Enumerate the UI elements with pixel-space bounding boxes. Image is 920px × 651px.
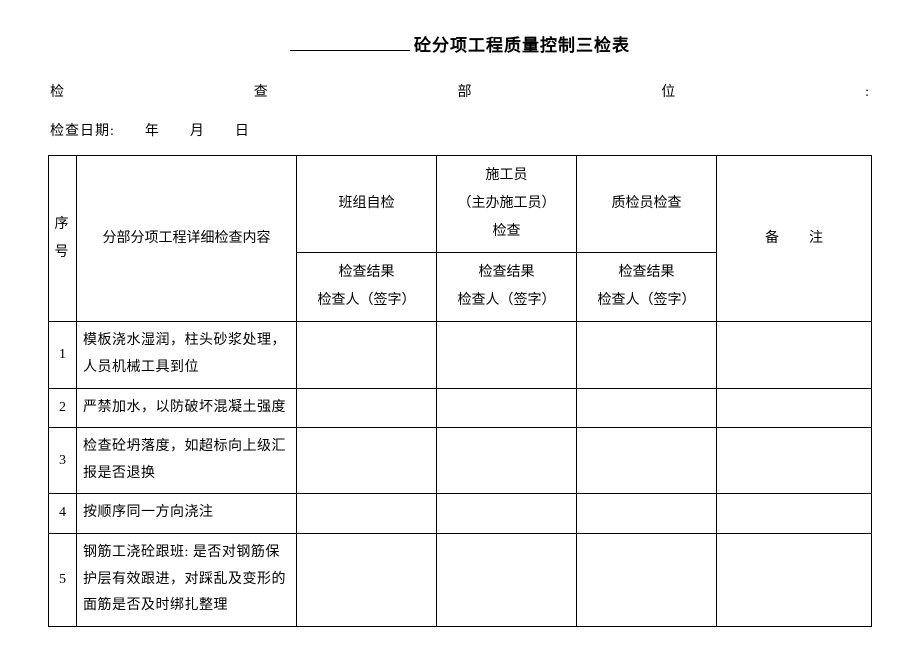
hdr-remark: 备注 <box>717 156 872 322</box>
cell-check2 <box>437 322 577 388</box>
cell-check2 <box>437 428 577 494</box>
meta1-c: 部 <box>458 80 473 107</box>
hdr-sub2-l1: 检查结果 <box>479 265 535 280</box>
hdr-check2-l3: 检查 <box>493 224 521 239</box>
cell-check3 <box>577 534 717 627</box>
cell-check1 <box>297 534 437 627</box>
hdr-sub2-l2: 检查人（签字） <box>458 293 556 308</box>
cell-content: 严禁加水，以防破坏混凝土强度 <box>77 388 297 428</box>
hdr-check2: 施工员 （主办施工员） 检查 <box>437 156 577 253</box>
hdr-check2-l2: （主办施工员） <box>458 196 556 211</box>
cell-remark <box>717 428 872 494</box>
meta-line-1: 检 查 部 位 : <box>48 80 872 107</box>
cell-check1 <box>297 428 437 494</box>
hdr-sub3-l1: 检查结果 <box>619 265 675 280</box>
title-suffix: 砼分项工程质量控制三检表 <box>414 36 630 55</box>
hdr-check3-l1: 质检员检查 <box>612 196 682 211</box>
hdr-content: 分部分项工程详细检查内容 <box>77 156 297 322</box>
cell-content: 钢筋工浇砼跟班: 是否对钢筋保护层有效跟进，对踩乱及变形的面筋是否及时绑扎整理 <box>77 534 297 627</box>
meta1-a: 检 <box>50 80 65 107</box>
cell-content: 模板浇水湿润，柱头砂浆处理，人员机械工具到位 <box>77 322 297 388</box>
cell-seq: 5 <box>49 534 77 627</box>
hdr-check1: 班组自检 <box>297 156 437 253</box>
cell-seq: 1 <box>49 322 77 388</box>
cell-check1 <box>297 494 437 534</box>
meta1-e: : <box>865 80 870 107</box>
meta-line-2: 检查日期: 年 月 日 <box>48 119 872 154</box>
table-header-row-1: 序 号 分部分项工程详细检查内容 班组自检 施工员 （主办施工员） 检查 质检员… <box>49 156 872 253</box>
hdr-seq-l2: 号 <box>55 245 71 260</box>
cell-check2 <box>437 494 577 534</box>
hdr-check2-l1: 施工员 <box>486 168 528 183</box>
cell-check1 <box>297 388 437 428</box>
cell-seq: 3 <box>49 428 77 494</box>
cell-check2 <box>437 534 577 627</box>
hdr-sub3-l2: 检查人（签字） <box>598 293 696 308</box>
hdr-seq: 序 号 <box>49 156 77 322</box>
table-row: 2 严禁加水，以防破坏混凝土强度 <box>49 388 872 428</box>
cell-check2 <box>437 388 577 428</box>
hdr-check3: 质检员检查 <box>577 156 717 253</box>
cell-remark <box>717 534 872 627</box>
meta1-d: 位 <box>661 80 676 107</box>
table-row: 3 检查砼坍落度，如超标向上级汇报是否退换 <box>49 428 872 494</box>
table-row: 4 按顺序同一方向浇注 <box>49 494 872 534</box>
cell-check3 <box>577 428 717 494</box>
inspection-table: 序 号 分部分项工程详细检查内容 班组自检 施工员 （主办施工员） 检查 质检员… <box>48 155 872 626</box>
meta1-b: 查 <box>254 80 269 107</box>
hdr-sub2: 检查结果 检查人（签字） <box>437 253 577 322</box>
hdr-sub1-l1: 检查结果 <box>339 265 395 280</box>
cell-remark <box>717 322 872 388</box>
cell-check1 <box>297 322 437 388</box>
hdr-check1-l1: 班组自检 <box>339 196 395 211</box>
title-blank-underline <box>290 33 410 51</box>
cell-check3 <box>577 388 717 428</box>
cell-content: 检查砼坍落度，如超标向上级汇报是否退换 <box>77 428 297 494</box>
page-title: 砼分项工程质量控制三检表 <box>48 30 872 62</box>
hdr-seq-l1: 序 <box>55 217 71 232</box>
cell-seq: 2 <box>49 388 77 428</box>
cell-seq: 4 <box>49 494 77 534</box>
cell-check3 <box>577 494 717 534</box>
hdr-sub3: 检查结果 检查人（签字） <box>577 253 717 322</box>
hdr-sub1: 检查结果 检查人（签字） <box>297 253 437 322</box>
hdr-sub1-l2: 检查人（签字） <box>318 293 416 308</box>
cell-content: 按顺序同一方向浇注 <box>77 494 297 534</box>
cell-check3 <box>577 322 717 388</box>
table-row: 1 模板浇水湿润，柱头砂浆处理，人员机械工具到位 <box>49 322 872 388</box>
cell-remark <box>717 388 872 428</box>
cell-remark <box>717 494 872 534</box>
table-row: 5 钢筋工浇砼跟班: 是否对钢筋保护层有效跟进，对踩乱及变形的面筋是否及时绑扎整… <box>49 534 872 627</box>
